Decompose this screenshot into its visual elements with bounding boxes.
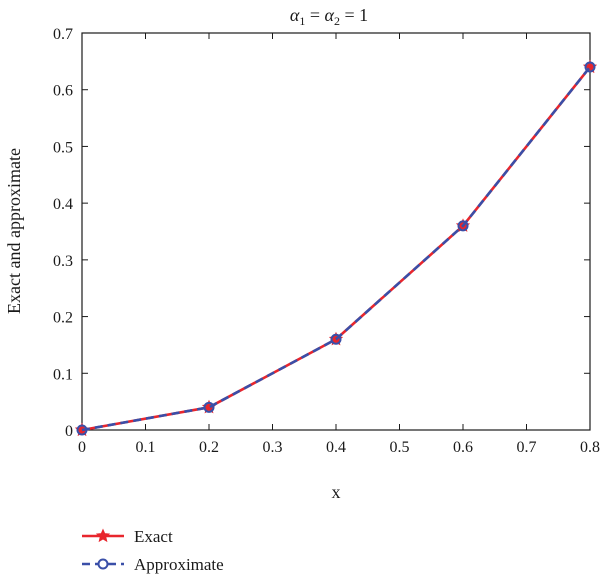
x-tick-label: 0.8 bbox=[580, 439, 600, 456]
legend-marker-circle bbox=[97, 558, 109, 570]
y-axis-title: Exact and approximate bbox=[4, 148, 24, 314]
legend-label-approximate: Approximate bbox=[134, 555, 224, 574]
data-point-approximate bbox=[457, 220, 469, 232]
chart-title: α1 = α2 = 1 bbox=[290, 5, 368, 28]
x-tick-label: 0.6 bbox=[453, 439, 473, 456]
legend: Exact Approximate bbox=[82, 527, 224, 574]
series-line-approximate bbox=[81, 66, 592, 432]
x-tick-label: 0.5 bbox=[390, 439, 410, 456]
y-tick-label: 0.7 bbox=[53, 26, 73, 43]
y-tick-label: 0.3 bbox=[53, 253, 73, 270]
data-point-approximate bbox=[330, 333, 342, 345]
x-tick-label: 0 bbox=[78, 439, 86, 456]
plot-frame bbox=[81, 32, 591, 431]
title-equals-2: = bbox=[340, 5, 359, 25]
title-subscript-2: 2 bbox=[334, 14, 340, 28]
y-tick-label: 0.6 bbox=[53, 83, 73, 100]
series-exact bbox=[74, 59, 598, 437]
data-point-approximate bbox=[584, 61, 596, 73]
legend-marker-star bbox=[95, 528, 111, 543]
title-alpha-1: α bbox=[290, 5, 300, 25]
title-subscript-1: 1 bbox=[299, 14, 305, 28]
legend-item-exact: Exact bbox=[82, 527, 173, 546]
title-alpha-2: α bbox=[325, 5, 335, 25]
x-tick-label: 0.1 bbox=[136, 439, 156, 456]
x-tick-label: 0.4 bbox=[326, 439, 346, 456]
title-equals-1: = bbox=[305, 5, 324, 25]
x-tick-label: 0.3 bbox=[263, 439, 283, 456]
series-layer bbox=[74, 59, 598, 437]
data-point-approximate bbox=[76, 424, 88, 436]
data-point-approximate bbox=[203, 401, 215, 413]
ticks-layer: 0 0.1 0.2 0.3 0.4 0.5 0.6 0.7 0.8 0 0.1 0.2 0.3 0.4 0.… bbox=[53, 26, 600, 456]
y-tick-label: 0 bbox=[65, 423, 73, 440]
x-tick-label: 0.7 bbox=[517, 439, 537, 456]
y-tick-label: 0.1 bbox=[53, 366, 73, 383]
y-tick-label: 0.4 bbox=[53, 196, 73, 213]
series-line-exact bbox=[81, 66, 592, 432]
title-value: 1 bbox=[359, 5, 368, 25]
legend-label-exact: Exact bbox=[134, 527, 173, 546]
x-tick-label: 0.2 bbox=[199, 439, 219, 456]
x-axis-title: x bbox=[332, 482, 341, 502]
series-approximate bbox=[76, 61, 596, 436]
y-tick-label: 0.2 bbox=[53, 310, 73, 327]
legend-item-approximate: Approximate bbox=[82, 555, 224, 574]
y-tick-label: 0.5 bbox=[53, 139, 73, 156]
